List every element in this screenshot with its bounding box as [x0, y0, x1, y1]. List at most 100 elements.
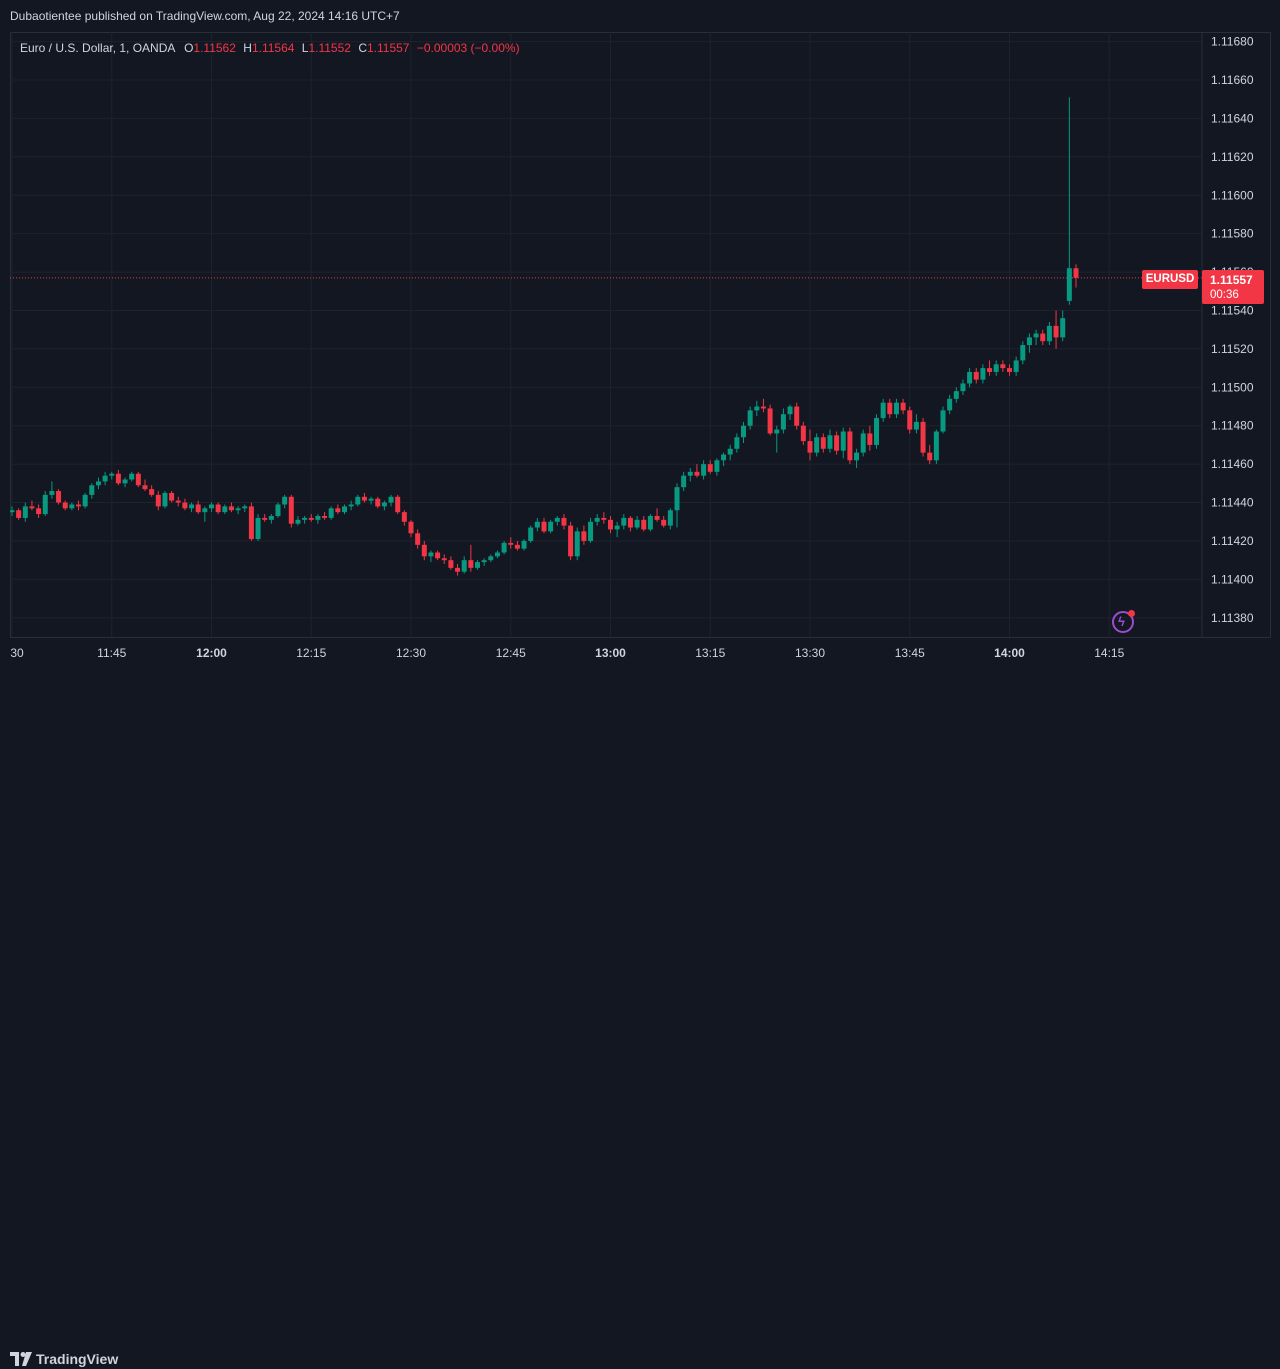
candle-body [122, 479, 128, 484]
candle-body [734, 437, 740, 449]
candle-body [10, 510, 15, 513]
candle-body [275, 504, 281, 516]
candle-body [647, 516, 653, 530]
candle-body [608, 519, 613, 530]
candle-body [687, 471, 693, 476]
y-tick-label: 1.11680 [1211, 35, 1254, 49]
x-tick-label: 12:15 [296, 646, 326, 660]
tradingview-logo-icon [10, 1352, 32, 1366]
candle-body [621, 517, 627, 526]
candle-body [328, 508, 334, 518]
candle-body [787, 406, 793, 415]
candle-body [561, 517, 567, 526]
notification-dot [1128, 610, 1135, 617]
candle-body [42, 494, 48, 515]
candle-body [69, 504, 75, 509]
candle-body [1007, 368, 1012, 372]
candle-body [155, 494, 161, 507]
legend-close-value: 1.11557 [366, 41, 410, 55]
y-tick-label: 1.11640 [1211, 111, 1254, 125]
candle-body [335, 508, 341, 513]
candle-body [953, 391, 959, 399]
candle-body [1000, 364, 1006, 369]
candle-body [242, 506, 248, 509]
candle-body [475, 562, 480, 568]
candle-body [960, 383, 966, 392]
x-tick-label: 12:45 [496, 646, 526, 660]
candle-body [967, 371, 973, 384]
candle-body [288, 496, 294, 524]
candle-body [1066, 268, 1072, 301]
candle-body [215, 504, 221, 513]
candle-body [987, 368, 993, 372]
candle-body [920, 421, 926, 453]
candle-body [209, 504, 214, 509]
candle-body [887, 402, 893, 415]
candle-body [594, 517, 600, 522]
candle-body [455, 567, 461, 572]
candle-body [461, 560, 467, 572]
candle-body [847, 431, 853, 461]
candle-body [867, 433, 873, 445]
y-tick-label: 1.11380 [1211, 611, 1254, 625]
candle-body [893, 402, 899, 415]
candle-body [514, 544, 520, 549]
candle-body [162, 492, 168, 507]
candle-body [814, 437, 820, 453]
candle-body [235, 508, 241, 511]
candle-body [435, 552, 441, 559]
candle-body [548, 521, 554, 532]
candle-body [95, 481, 101, 486]
candle-body [601, 517, 607, 520]
y-tick-label: 1.11660 [1211, 73, 1254, 87]
candle-body [874, 418, 879, 445]
candle-body [348, 504, 354, 507]
candle-body [634, 519, 640, 528]
candle-body [401, 512, 407, 522]
candle-body [381, 502, 387, 507]
y-tick-label: 1.11580 [1211, 227, 1254, 241]
candle-body [189, 504, 195, 509]
y-tick-label: 1.11480 [1211, 419, 1254, 433]
candle-body [494, 552, 500, 557]
legend-symbol[interactable]: Euro / U.S. Dollar, 1, OANDA [20, 41, 175, 55]
candle-body [860, 433, 866, 453]
candle-body [322, 516, 328, 518]
candle-body [1020, 345, 1026, 361]
candle-body [807, 441, 813, 453]
candle-body [574, 531, 580, 557]
y-tick-label: 1.11500 [1211, 380, 1254, 394]
legend-high-value: 1.11564 [251, 41, 295, 55]
candle-body [588, 521, 594, 541]
candle-body [927, 452, 933, 461]
lightning-icon[interactable]: ϟ [1112, 610, 1135, 633]
x-tick-label: 13:45 [895, 646, 925, 660]
candle-body [22, 506, 28, 518]
candle-body [933, 431, 939, 461]
candle-body [614, 525, 620, 530]
candle-body [468, 560, 474, 568]
candle-body [149, 489, 155, 495]
candle-body [102, 475, 108, 482]
candle-body [581, 531, 587, 541]
candle-body [448, 560, 454, 568]
candle-body [568, 525, 574, 557]
candle-body [980, 368, 986, 380]
tradingview-logo[interactable]: TradingView [10, 1351, 118, 1367]
candle-body [854, 452, 860, 461]
candle-body [741, 425, 746, 438]
x-tick-label: 13:00 [595, 646, 626, 660]
candle-body [16, 510, 22, 518]
candle-body [654, 516, 660, 520]
candle-body [993, 364, 999, 372]
candle-body [375, 498, 381, 507]
candle-body [834, 435, 840, 451]
legend-low-label: L [301, 41, 309, 55]
candlestick-chart[interactable]: 1.11380 1.11400 1.11420 1.11440 1.11460 1.114… [10, 32, 1271, 672]
x-tick-label: 14:00 [994, 646, 1025, 660]
candle-body [674, 487, 680, 511]
candle-body [913, 421, 919, 430]
candle-body [308, 517, 314, 520]
candle-body [501, 542, 507, 553]
candle-body [222, 506, 228, 513]
